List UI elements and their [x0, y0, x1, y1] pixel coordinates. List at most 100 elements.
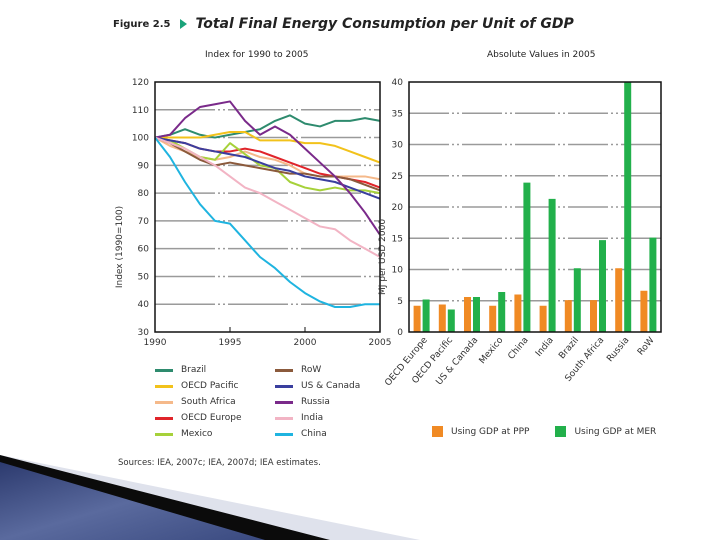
y-tick-label: 100 [132, 134, 149, 144]
y-tick-label: 110 [132, 106, 149, 116]
legend-swatch [155, 416, 173, 420]
bar-chart-title: Absolute Values in 2005 [487, 50, 596, 60]
bar-china-ppp [514, 294, 522, 332]
y-axis-label: Index (1990=100) [115, 206, 125, 288]
bar-row-ppp [640, 290, 648, 332]
y-tick-label: 25 [392, 172, 403, 182]
figure-number: Figure 2.5 [113, 18, 171, 30]
y-tick-label: 70 [138, 217, 150, 227]
series-line-oecd-pacific [155, 131, 381, 164]
figure-title: Total Final Energy Consumption per Unit … [195, 16, 574, 32]
y-tick-label: 120 [132, 78, 149, 88]
y-tick-label: 80 [138, 189, 150, 199]
legend-label: US & Canada [301, 381, 361, 391]
y-tick-label: 30 [138, 328, 150, 338]
bar-brazil-ppp [564, 300, 572, 332]
bar-oecd-pacific-ppp [438, 304, 446, 332]
legend-swatch [275, 368, 293, 372]
legend-item-mexico: Mexico [155, 426, 242, 442]
plot-frame [154, 81, 381, 333]
bar-legend: Using GDP at PPP Using GDP at MER [432, 426, 682, 437]
bar-us-canada-mer [473, 297, 480, 332]
series-line-brazil [154, 114, 381, 139]
x-tick-label: 2000 [294, 338, 317, 348]
y-tick-label: 0 [397, 328, 403, 338]
legend-swatch [555, 426, 567, 437]
legend-swatch [275, 432, 293, 436]
bar-oecd-europe-mer [422, 299, 430, 332]
x-tick-label: Mexico [478, 335, 506, 366]
bar-oecd-europe-ppp [413, 305, 421, 332]
legend-item-india: India [275, 410, 360, 426]
legend-label: Using GDP at MER [574, 426, 657, 437]
legend-label: OECD Europe [181, 413, 242, 423]
y-tick-label: 10 [392, 266, 404, 276]
legend-item-row: RoW [275, 362, 360, 378]
legend-item-ppp: Using GDP at PPP [432, 426, 529, 437]
legend-label: India [301, 413, 324, 423]
bar-south-africa-mer [599, 240, 606, 332]
legend-swatch [275, 416, 293, 420]
series-line-south-africa [154, 136, 381, 181]
y-tick-label: 35 [392, 109, 403, 119]
series-line-china [154, 136, 380, 308]
legend-item-mer: Using GDP at MER [555, 426, 656, 437]
bar-row-mer [649, 237, 657, 332]
play-arrow-icon [180, 19, 188, 29]
line-legend-right: RoW US & Canada Russia India China [275, 362, 360, 442]
legend-item-oecd-pacific: OECD Pacific [155, 378, 242, 394]
legend-label: Russia [301, 397, 330, 407]
legend-swatch [155, 384, 173, 388]
y-tick-label: 40 [392, 78, 404, 88]
bar-mexico-ppp [489, 305, 497, 332]
legend-swatch [275, 384, 293, 388]
y-tick-label: 40 [138, 300, 150, 310]
line-chart: 30 40 50 60 70 80 90 100 110 120 1990 1995 2000 2005 I… [115, 78, 391, 348]
bar-russia-ppp [615, 268, 623, 332]
series-line-india [154, 136, 381, 258]
y-tick-label: 90 [138, 161, 150, 171]
bar-russia-mer [624, 82, 632, 332]
legend-item-south-africa: South Africa [155, 394, 242, 410]
bar-oecd-pacific-mer [447, 309, 455, 332]
legend-item-brazil: Brazil [155, 362, 242, 378]
bar-india-ppp [539, 305, 547, 332]
legend-label: China [301, 429, 327, 439]
legend-swatch [155, 400, 173, 404]
bar-mexico-mer [498, 292, 506, 332]
series-line-russia [154, 100, 381, 236]
bar-china-mer [523, 182, 531, 332]
legend-label: Mexico [181, 429, 213, 439]
legend-item-russia: Russia [275, 394, 360, 410]
legend-label: Brazil [181, 365, 207, 375]
y-tick-label: 20 [392, 203, 404, 213]
legend-swatch [155, 368, 173, 372]
plot-frame [408, 81, 662, 333]
bar-south-africa-ppp [590, 300, 597, 332]
x-tick-label: China [507, 336, 531, 362]
series-line-row [154, 136, 381, 192]
line-chart-title: Index for 1990 to 2005 [205, 50, 309, 60]
x-tick-label: 2005 [369, 338, 392, 348]
y-tick-label: 60 [138, 245, 150, 255]
legend-item-china: China [275, 426, 360, 442]
legend-item-us-canada: US & Canada [275, 378, 360, 394]
y-tick-label: 5 [397, 297, 403, 307]
legend-label: OECD Pacific [181, 381, 239, 391]
legend-swatch [275, 400, 293, 404]
bar-india-mer [548, 198, 556, 332]
figure-header: Figure 2.5 Total Final Energy Consumptio… [113, 16, 574, 32]
y-tick-label: 15 [392, 234, 403, 244]
legend-swatch [432, 426, 443, 437]
legend-swatch [155, 432, 173, 436]
legend-label: Using GDP at PPP [451, 426, 530, 437]
y-axis-label: MJ per USD 2000 [378, 219, 388, 295]
x-tick-label: India [534, 336, 556, 359]
legend-label: RoW [301, 365, 322, 375]
legend-item-oecd-europe: OECD Europe [155, 410, 242, 426]
x-tick-label: Brazil [557, 336, 581, 362]
y-tick-label: 50 [138, 272, 150, 282]
source-note: Sources: IEA, 2007c; IEA, 2007d; IEA est… [118, 458, 321, 468]
